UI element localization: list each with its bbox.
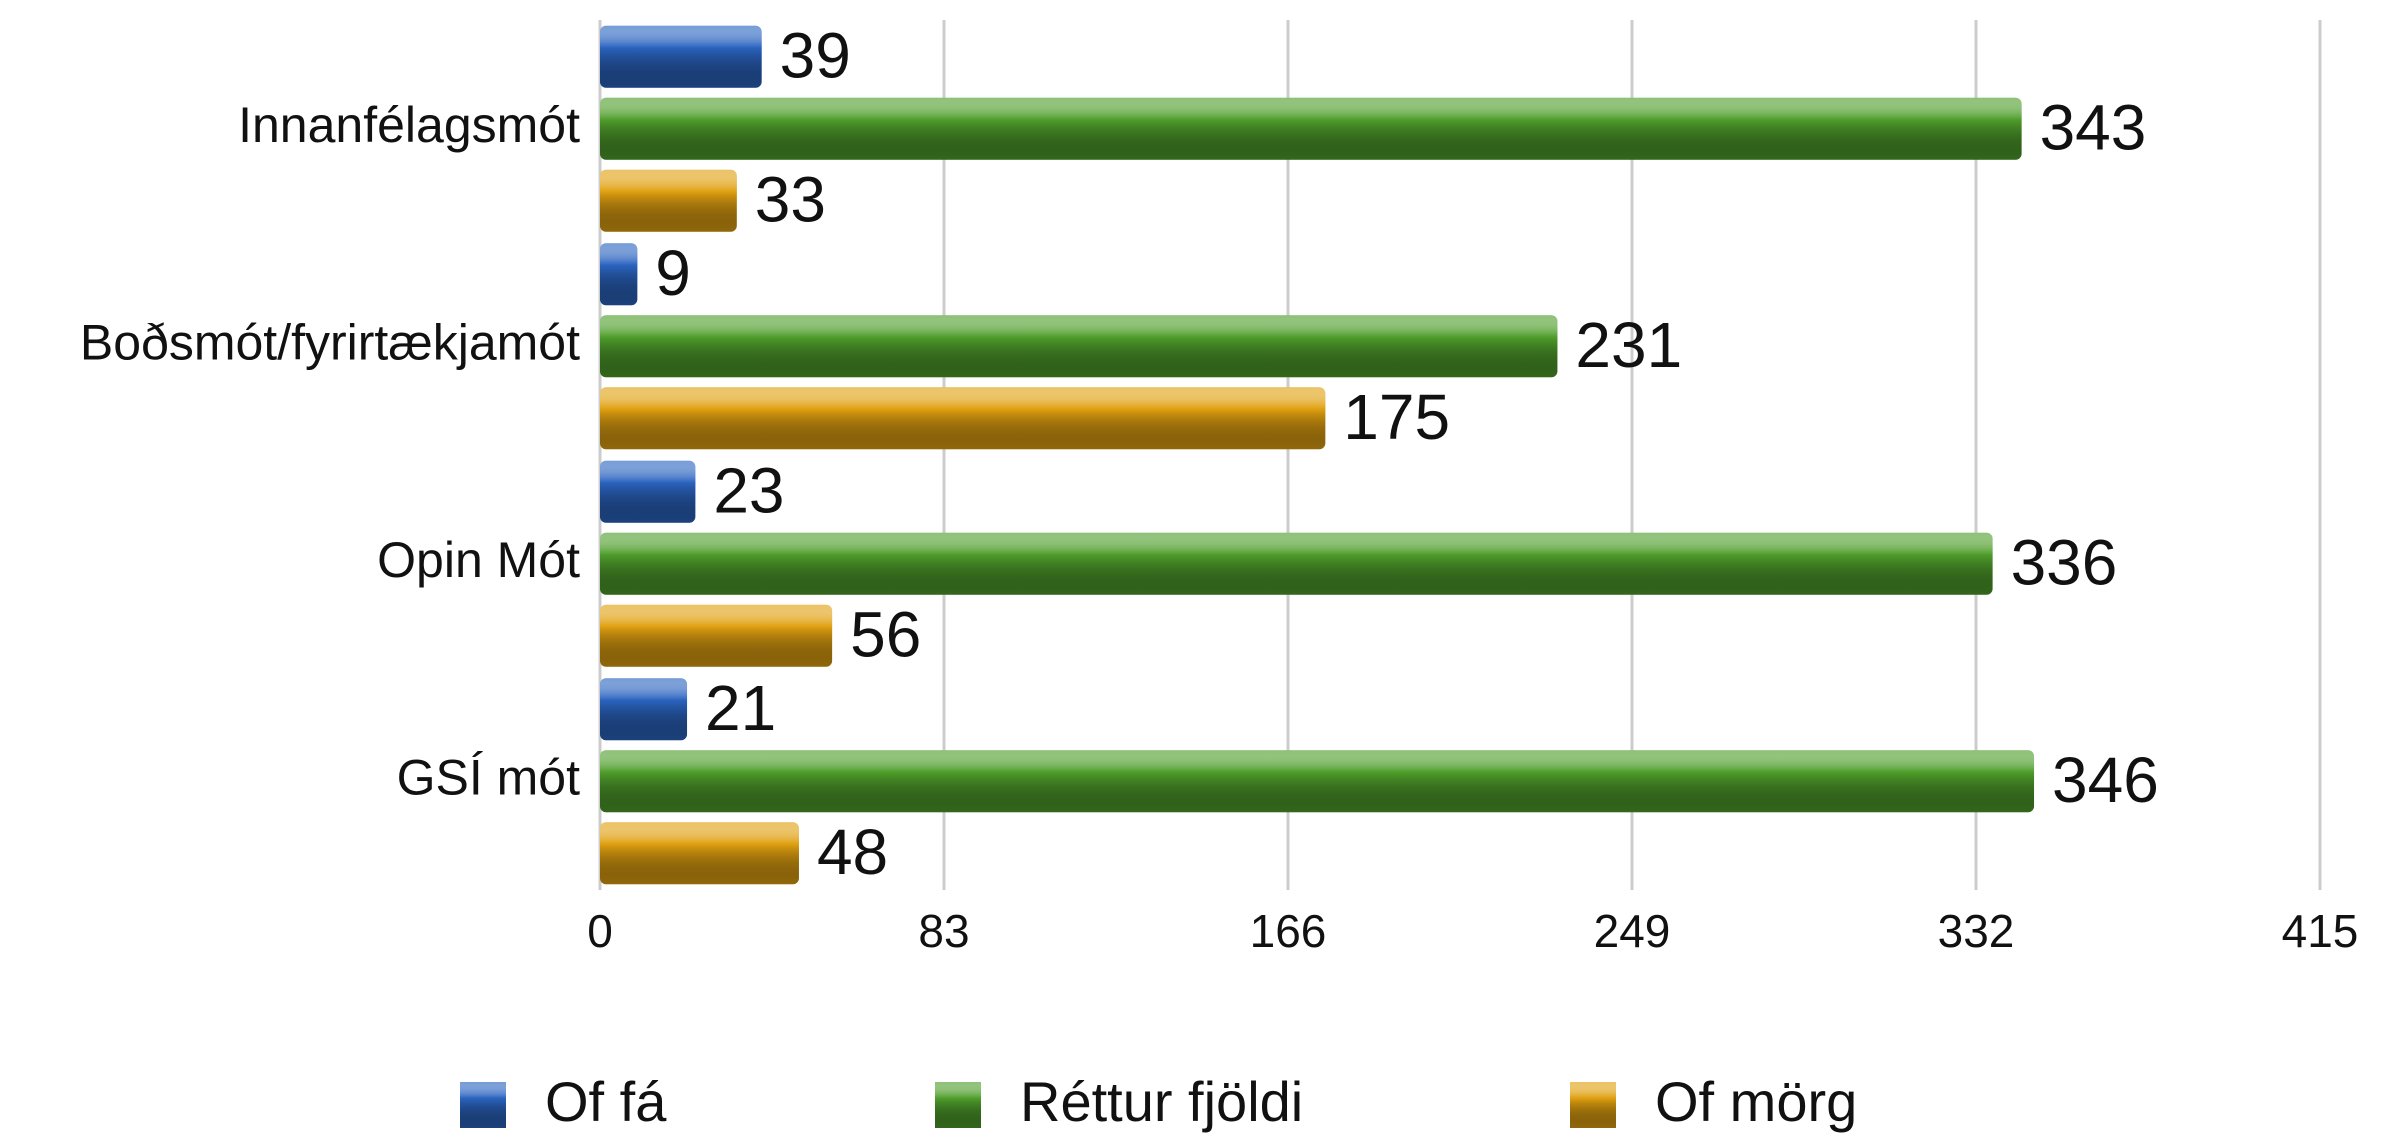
bar-shade: [600, 822, 799, 885]
bar-shade: [600, 97, 2022, 160]
category-label: Opin Mót: [377, 532, 580, 588]
x-tick-label: 83: [918, 905, 969, 957]
data-label: 23: [713, 455, 784, 527]
bar-shade: [600, 532, 1993, 595]
bar-shade: [600, 460, 696, 523]
x-tick-label: 332: [1938, 905, 2015, 957]
x-tick-label: 249: [1594, 905, 1671, 957]
data-label: 21: [705, 672, 776, 744]
category-label: GSÍ mót: [397, 749, 580, 805]
data-label: 48: [817, 816, 888, 888]
data-label: 39: [780, 20, 851, 92]
data-label: 343: [2040, 92, 2147, 164]
legend-label: Of mörg: [1655, 1070, 1857, 1133]
legend-label: Réttur fjöldi: [1020, 1070, 1303, 1133]
x-tick-label: 166: [1250, 905, 1327, 957]
x-tick-label: 415: [2282, 905, 2359, 957]
data-label: 175: [1343, 381, 1450, 453]
bar-shade: [600, 25, 762, 88]
bar-shade: [600, 315, 1558, 378]
bar-shade: [600, 678, 688, 741]
data-label: 231: [1575, 309, 1682, 381]
data-label: 336: [2011, 527, 2118, 599]
data-label: 56: [850, 599, 921, 671]
legend-swatch-shade: [1570, 1082, 1616, 1128]
legend-swatch-shade: [935, 1082, 981, 1128]
x-tick-label: 0: [587, 905, 613, 957]
bar-shade: [600, 243, 638, 306]
bar-shade: [600, 750, 2035, 813]
data-label: 346: [2052, 744, 2159, 816]
legend-swatch-shade: [460, 1082, 506, 1128]
legend-label: Of fá: [545, 1070, 667, 1133]
bar-shade: [600, 169, 737, 232]
data-label: 33: [755, 164, 826, 236]
data-label: 9: [655, 237, 691, 309]
category-label: Boðsmót/fyrirtækjamót: [80, 314, 580, 370]
bar-shade: [600, 387, 1326, 450]
bar-shade: [600, 604, 833, 667]
category-label: Innanfélagsmót: [238, 97, 580, 153]
